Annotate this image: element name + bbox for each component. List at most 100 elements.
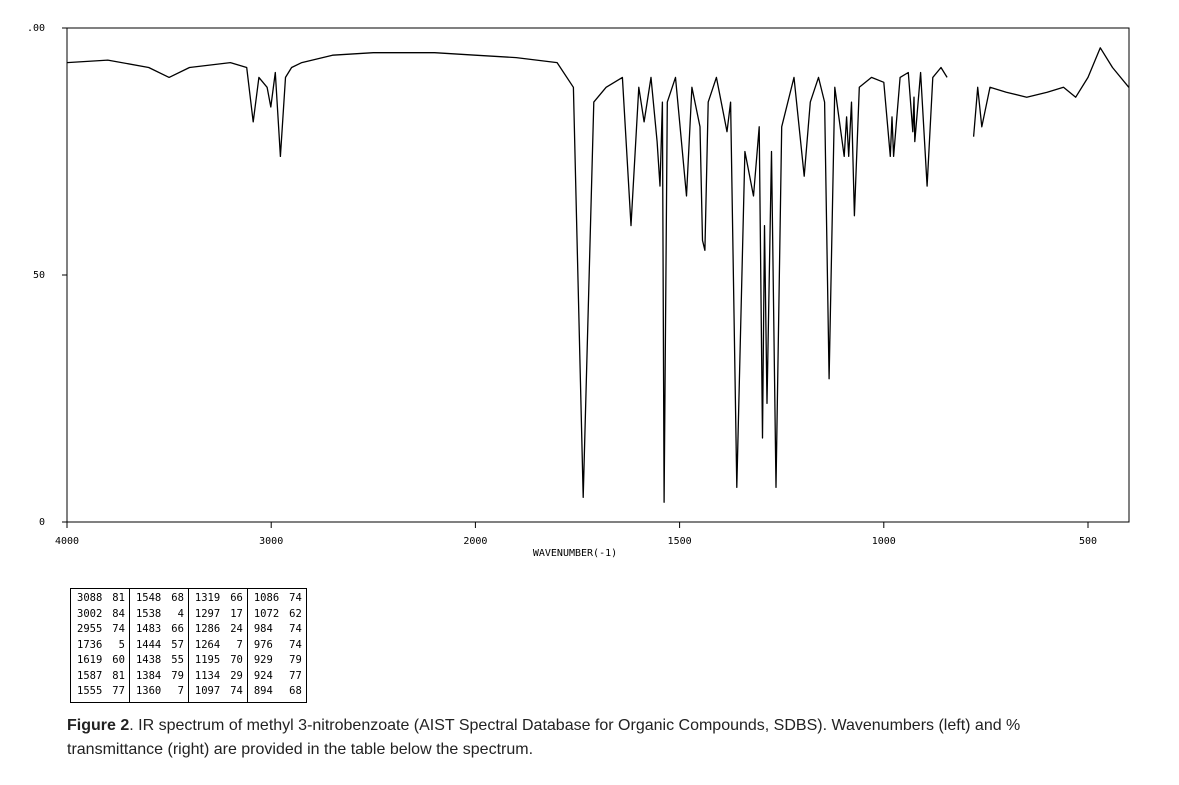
wavenumber: 1072 (253, 607, 280, 620)
transmittance: 7 (177, 685, 184, 697)
transmittance: 5 (118, 638, 125, 651)
wavenumber: 924 (253, 669, 273, 682)
peak-table: 3088 81 3002 84 2955 74 1736 5 1619 60 1587 81 1555 7… (70, 588, 307, 703)
peak-row: 1587 81 (77, 669, 125, 685)
transmittance: 62 (289, 607, 302, 620)
transmittance: 17 (230, 607, 243, 620)
peak-row: 1072 62 (254, 607, 302, 623)
plot-frame (66, 27, 1130, 523)
transmittance: 74 (289, 638, 302, 651)
transmittance: 68 (289, 685, 302, 697)
peak-row: 3088 81 (77, 591, 125, 607)
wavenumber: 1548 (135, 592, 162, 604)
transmittance: 74 (289, 592, 302, 604)
peak-group: 1086 74 1072 62 984 74 976 74 929 79 924 77 894 68 (247, 588, 307, 702)
transmittance: 79 (289, 654, 302, 666)
x-tick-label: 1500 (668, 536, 692, 547)
transmittance: 74 (112, 623, 125, 635)
wavenumber: 984 (253, 623, 273, 635)
transmittance: 24 (230, 623, 243, 635)
peak-row: 1297 17 (195, 607, 243, 623)
wavenumber: 1319 (194, 592, 221, 604)
transmittance: 77 (289, 669, 302, 682)
peak-row: 1548 68 (136, 591, 184, 607)
wavenumber: 1134 (194, 669, 221, 682)
y-tick-label: .00 (27, 23, 45, 34)
transmittance: 29 (230, 669, 243, 682)
peak-row: 1086 74 (254, 591, 302, 607)
peak-group: 1548 68 1538 4 1483 66 1444 57 1438 55 1384 79 1360 7 (129, 588, 189, 702)
wavenumber: 3088 (77, 592, 103, 604)
transmittance: 66 (171, 623, 184, 635)
x-tick-label: 4000 (55, 536, 79, 547)
wavenumber: 1384 (135, 669, 162, 682)
wavenumber: 1538 (135, 607, 162, 620)
transmittance: 77 (112, 685, 125, 697)
spectrum-line (66, 47, 1130, 503)
peak-row: 976 74 (254, 638, 302, 654)
peak-group: 1319 66 1297 17 1286 24 1264 7 1195 70 1134 29 1097 7… (188, 588, 248, 702)
wavenumber: 1555 (77, 685, 103, 697)
x-tick-label: 2000 (463, 536, 487, 547)
transmittance: 84 (112, 607, 125, 620)
wavenumber: 929 (253, 654, 273, 666)
wavenumber: 1483 (135, 623, 162, 635)
wavenumber: 3002 (77, 607, 103, 620)
y-tick-label: 0 (39, 517, 45, 528)
transmittance: 7 (236, 638, 243, 651)
caption-label: Figure 2 (67, 717, 130, 734)
peak-row: 1319 66 (195, 591, 243, 607)
peak-row: 929 79 (254, 653, 302, 669)
transmittance: 66 (230, 592, 243, 604)
peak-row: 1438 55 (136, 653, 184, 669)
peak-row: 1264 7 (195, 638, 243, 654)
peak-row: 1360 7 (136, 684, 184, 700)
transmittance: 70 (230, 654, 243, 666)
peak-row: 894 68 (254, 684, 302, 700)
peak-row: 1134 29 (195, 669, 243, 685)
wavenumber: 1438 (135, 654, 162, 666)
peak-group: 3088 81 3002 84 2955 74 1736 5 1619 60 1587 81 1555 7… (70, 588, 130, 702)
peak-row: 2955 74 (77, 622, 125, 638)
wavenumber: 1286 (194, 623, 221, 635)
transmittance: 74 (230, 685, 243, 697)
peak-row: 1097 74 (195, 684, 243, 700)
x-tick-label: 1000 (872, 536, 896, 547)
wavenumber: 1097 (194, 685, 221, 697)
transmittance: 4 (177, 607, 184, 620)
peak-row: 1384 79 (136, 669, 184, 685)
transmittance: 55 (171, 654, 184, 666)
wavenumber: 1297 (194, 607, 221, 620)
peak-row: 3002 84 (77, 607, 125, 623)
peak-row: 1286 24 (195, 622, 243, 638)
peak-row: 1195 70 (195, 653, 243, 669)
transmittance: 79 (171, 669, 184, 682)
x-axis-label: WAVENUMBER(-1) (533, 548, 617, 559)
peak-row: 1736 5 (77, 638, 125, 654)
wavenumber: 1619 (77, 654, 103, 666)
wavenumber: 1195 (194, 654, 221, 666)
transmittance: 74 (289, 623, 302, 635)
peak-row: 1555 77 (77, 684, 125, 700)
transmittance: 81 (112, 669, 125, 682)
caption-text: . IR spectrum of methyl 3-nitrobenzoate … (67, 717, 1021, 758)
chart: WAVENUMBER(-1) 0 50 .00 4000 3000 2000 1500 100… (27, 23, 1130, 559)
peak-row: 1619 60 (77, 653, 125, 669)
figure-caption: Figure 2. IR spectrum of methyl 3-nitrob… (67, 714, 1067, 762)
wavenumber: 1360 (135, 685, 162, 697)
transmittance: 68 (171, 592, 184, 604)
x-tick-label: 3000 (259, 536, 283, 547)
transmittance: 81 (112, 592, 125, 604)
wavenumber: 1587 (77, 669, 103, 682)
y-tick-label: 50 (33, 270, 45, 281)
x-tick-label: 500 (1079, 536, 1097, 547)
peak-row: 924 77 (254, 669, 302, 685)
peak-row: 1483 66 (136, 622, 184, 638)
wavenumber: 1736 (77, 638, 103, 651)
transmittance: 60 (112, 654, 125, 666)
peak-table-row: 3088 81 3002 84 2955 74 1736 5 1619 60 1587 81 1555 7… (70, 588, 307, 702)
wavenumber: 1264 (194, 638, 221, 651)
wavenumber: 976 (253, 638, 273, 651)
peak-row: 984 74 (254, 622, 302, 638)
